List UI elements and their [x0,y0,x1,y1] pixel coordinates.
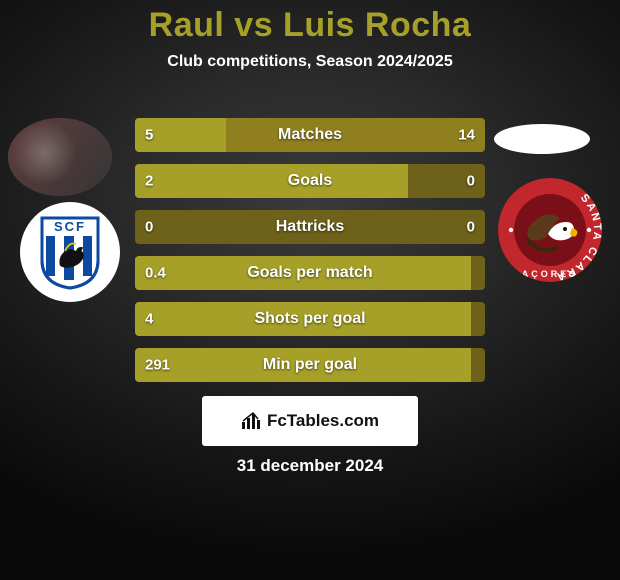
stat-label: Matches [135,126,485,144]
stat-label: Min per goal [135,356,485,374]
svg-text:AÇORES: AÇORES [522,269,579,279]
santa-clara-crest-icon: SANTA CLARA AÇORES [498,178,602,282]
footer-date: 31 december 2024 [0,456,620,476]
stat-row: 0.4Goals per match [135,256,485,290]
scf-shield-icon: SCF [38,214,102,290]
page-title: Raul vs Luis Rocha [0,0,620,45]
stat-row: 4Shots per goal [135,302,485,336]
brand-text: FcTables.com [267,411,379,431]
stat-row: 514Matches [135,118,485,152]
svg-text:SCF: SCF [54,219,86,234]
stat-row: 00Hattricks [135,210,485,244]
stat-label: Hattricks [135,218,485,236]
team1-crest: SCF [20,202,120,302]
comparison-bars: 514Matches 20Goals 00Hattricks 0.4Goals per… [135,118,485,394]
subtitle: Club competitions, Season 2024/2025 [0,53,620,71]
stat-row: 291Min per goal [135,348,485,382]
stat-label: Shots per goal [135,310,485,328]
team2-crest: SANTA CLARA AÇORES [498,178,602,282]
brand-box: FcTables.com [202,396,418,446]
stat-label: Goals per match [135,264,485,282]
player2-photo [494,124,590,154]
stat-label: Goals [135,172,485,190]
player1-photo [8,118,112,196]
stat-row: 20Goals [135,164,485,198]
bars-chart-icon [241,411,261,431]
